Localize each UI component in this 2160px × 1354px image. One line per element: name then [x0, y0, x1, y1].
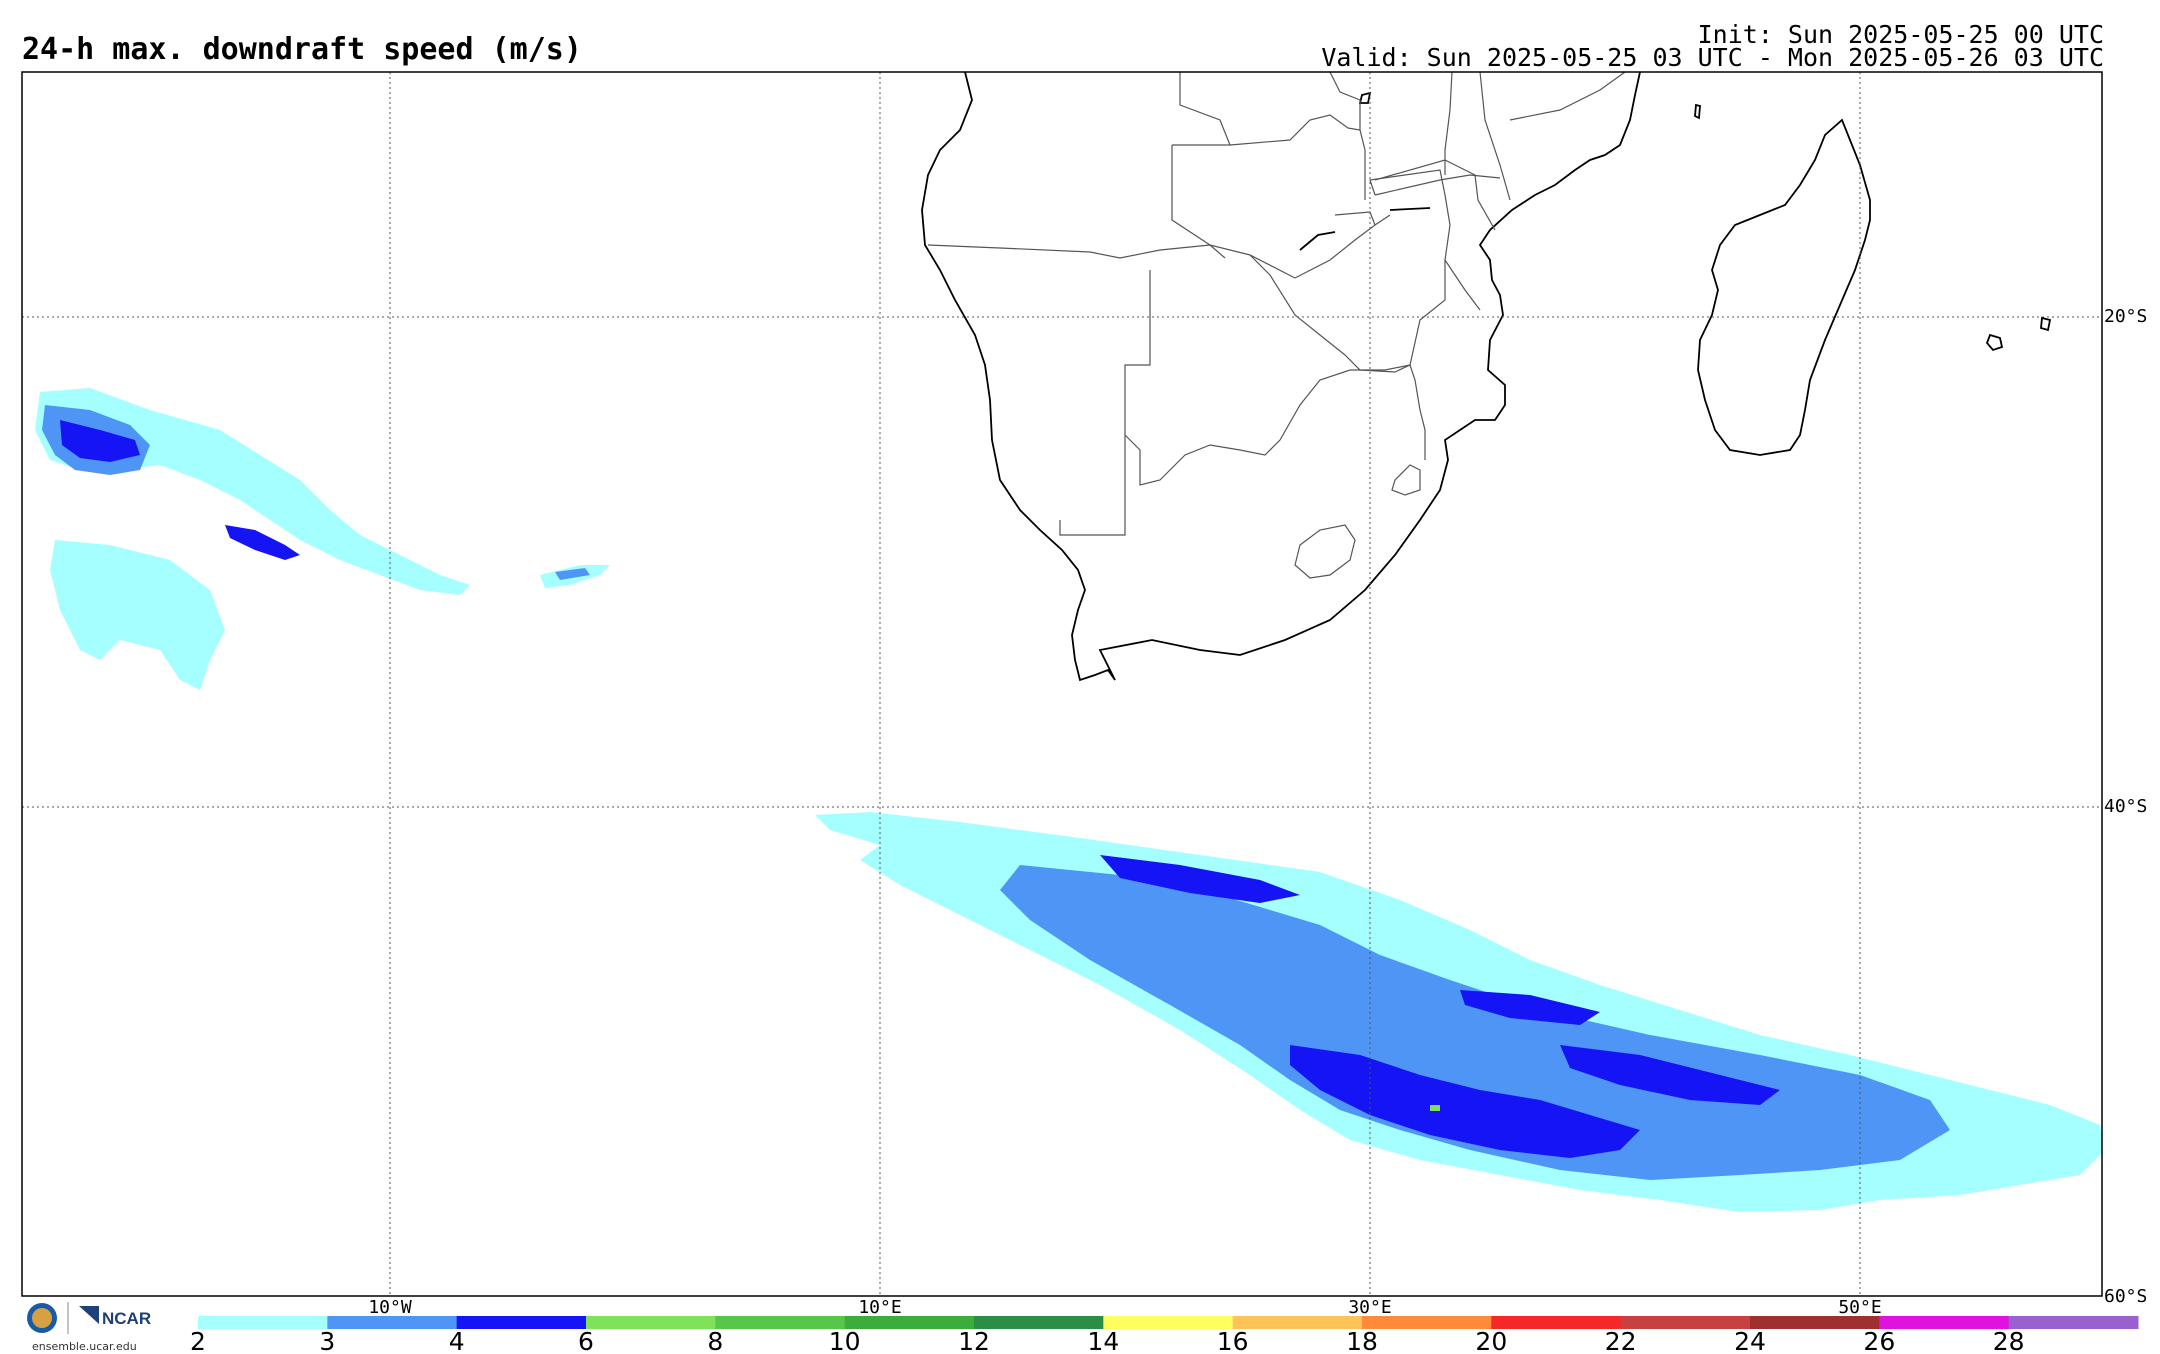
island-3	[1694, 103, 1701, 120]
madagascar	[1697, 118, 1871, 456]
colorbar-tick-label: 18	[1346, 1327, 1378, 1354]
colorbar-segment	[844, 1316, 975, 1329]
lon-label-30e: 30°E	[1348, 1297, 1391, 1318]
colorbar-tick-label: 22	[1605, 1327, 1637, 1354]
lon-label-50e: 50°E	[1838, 1297, 1881, 1318]
ncar-label: NCAR	[102, 1309, 152, 1328]
colorbar-segment	[456, 1316, 587, 1329]
island-2	[2040, 316, 2052, 332]
colorbar-tick-label: 20	[1475, 1327, 1507, 1354]
colorbar-segment	[1362, 1316, 1492, 1329]
colorbar-tick-label: 8	[707, 1327, 723, 1354]
colorbar-tick-label: 26	[1863, 1327, 1895, 1354]
colorbar-segment	[586, 1316, 716, 1329]
colorbar: 2 3 4 6 8 10 12 14 16 18 20 22 24 26 28	[190, 1316, 2139, 1354]
colorbar-tick-label: 16	[1217, 1327, 1249, 1354]
colorbar-tick-label: 3	[319, 1327, 335, 1354]
green-spot	[1430, 1105, 1440, 1111]
colorbar-segment	[1620, 1316, 1751, 1329]
band-dark	[1290, 1045, 1640, 1158]
africa-coast	[921, 71, 1641, 682]
map-frame	[21, 71, 2103, 1297]
band-dark-3	[1100, 855, 1300, 903]
colorbar-tick-label: 14	[1087, 1327, 1119, 1354]
colorbar-tick-label: 4	[449, 1327, 465, 1354]
lat-label-60s: 60°S	[2104, 1286, 2147, 1307]
west-dark-2	[225, 525, 300, 560]
colorbar-tick-label: 28	[1993, 1327, 2025, 1354]
colorbar-segment	[1750, 1316, 1880, 1329]
nsf-ncar-logo	[27, 1302, 99, 1334]
island-4	[1358, 91, 1372, 104]
colorbar-tick-label: 10	[829, 1327, 861, 1354]
valid-time: Valid: Sun 2025-05-25 03 UTC - Mon 2025-…	[1321, 43, 2104, 72]
colorbar-segment	[715, 1316, 846, 1329]
downdraft-field	[35, 388, 2102, 1212]
colorbar-tick-label: 6	[578, 1327, 594, 1354]
coastlines	[921, 71, 2052, 682]
lake-victoria-line	[1299, 231, 1336, 251]
colorbar-segment	[2008, 1316, 2139, 1329]
graticule	[22, 72, 2102, 1296]
colorbar-segment	[974, 1316, 1104, 1329]
colorbar-tick-label: 2	[190, 1327, 206, 1354]
west-mid-2	[555, 568, 590, 580]
lon-label-10w: 10°W	[368, 1297, 412, 1318]
lake-kariba	[1389, 207, 1431, 211]
colorbar-tick-label: 12	[958, 1327, 990, 1354]
map-title: 24-h max. downdraft speed (m/s)	[22, 32, 582, 67]
band-dark-4	[1460, 990, 1600, 1025]
lat-label-20s: 20°S	[2104, 306, 2147, 327]
colorbar-tick-label: 24	[1734, 1327, 1766, 1354]
colorbar-segment	[1491, 1316, 1622, 1329]
lon-label-10e: 10°E	[858, 1297, 901, 1318]
site-url: ensemble.ucar.edu	[32, 1340, 137, 1353]
lat-label-40s: 40°S	[2104, 796, 2147, 817]
init-time: Init: Sun 2025-05-25 00 UTC	[1697, 20, 2104, 49]
borders	[927, 71, 1626, 579]
island-1	[1985, 333, 2004, 352]
colorbar-segment	[327, 1316, 458, 1329]
colorbar-segment	[1879, 1316, 2010, 1329]
colorbar-segment	[1103, 1316, 1234, 1329]
west-light-2	[50, 540, 225, 690]
colorbar-segment	[198, 1316, 328, 1329]
band-dark-2	[1560, 1045, 1780, 1105]
west-dark-1	[60, 420, 140, 462]
colorbar-segment	[1232, 1316, 1363, 1329]
ncar-logo-icon	[79, 1306, 99, 1324]
